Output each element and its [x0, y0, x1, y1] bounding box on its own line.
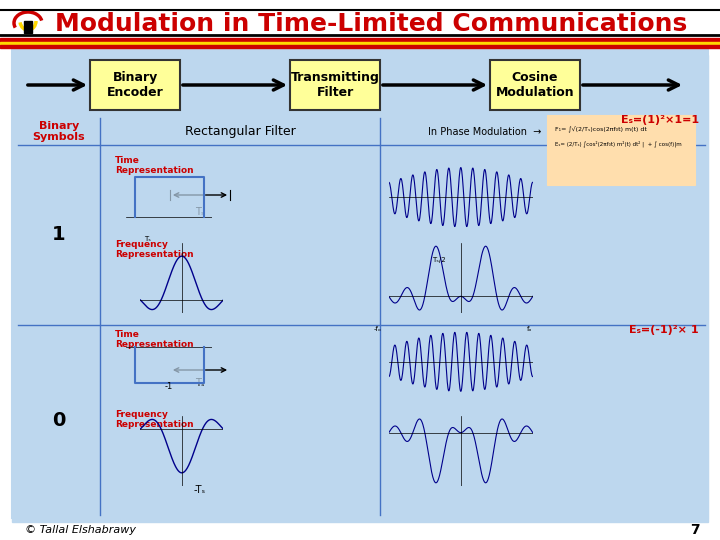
- Text: -Tₛ: -Tₛ: [194, 485, 206, 495]
- Bar: [18, 118, 705, 515]
- Text: Eₛ=(1)²×1=1: Eₛ=(1)²×1=1: [621, 115, 699, 125]
- Text: Tₛ: Tₛ: [145, 235, 151, 241]
- Bar: [0, 45, 720, 48]
- Text: Tₛ/2: Tₛ/2: [432, 257, 446, 263]
- Text: Transmitting
Filter: Transmitting Filter: [291, 71, 379, 99]
- FancyBboxPatch shape: [90, 60, 180, 110]
- Bar: [18, 118, 705, 145]
- Text: In Phase Modulation  →  s(t)=√(2/Tₛ)Cos(2π f₀t): In Phase Modulation → s(t)=√(2/Tₛ)Cos(2π…: [428, 126, 657, 137]
- Text: Frequency
Representation: Frequency Representation: [115, 240, 194, 259]
- Text: Binary
Symbols: Binary Symbols: [32, 121, 85, 143]
- Bar: [0, 38, 720, 42]
- Text: Modulation in Time-Limited Communications: Modulation in Time-Limited Communication…: [55, 12, 688, 36]
- Bar: [24, 21, 32, 33]
- Text: © Tallal Elshabrawy: © Tallal Elshabrawy: [25, 525, 136, 535]
- Bar: [18, 57, 704, 115]
- Bar: [12, 55, 708, 522]
- Bar: [547, 115, 695, 185]
- Text: Binary
Encoder: Binary Encoder: [107, 71, 163, 99]
- Text: Frequency
Representation: Frequency Representation: [115, 410, 194, 429]
- Text: Time
Representation: Time Representation: [115, 156, 194, 176]
- Text: Time
Representation: Time Representation: [115, 330, 194, 349]
- Text: 7: 7: [690, 523, 700, 537]
- Text: 1: 1: [52, 226, 66, 245]
- Text: Eₛ= (2/Tₛ) ∫cos²(2πf₀t) m²(t) dt² |  + ∫ cos(f)|m: Eₛ= (2/Tₛ) ∫cos²(2πf₀t) m²(t) dt² | + ∫ …: [555, 140, 682, 147]
- Text: 0: 0: [53, 410, 66, 429]
- Text: -1: -1: [165, 382, 174, 390]
- Text: Eₛ=(-1)²× 1: Eₛ=(-1)²× 1: [629, 325, 699, 335]
- Text: Tₛ: Tₛ: [195, 207, 204, 217]
- Text: Cosine
Modulation: Cosine Modulation: [495, 71, 575, 99]
- FancyBboxPatch shape: [290, 60, 380, 110]
- Text: -fₒ: -fₒ: [374, 326, 382, 332]
- FancyBboxPatch shape: [490, 60, 580, 110]
- Text: Rectangular Filter: Rectangular Filter: [184, 125, 295, 138]
- Bar: [12, 50, 708, 518]
- Text: Tₛ: Tₛ: [195, 378, 204, 388]
- Bar: [0, 42, 720, 45]
- Text: F₁= ∫√(2/Tₛ)cos(2πf₀t) m(t) dt: F₁= ∫√(2/Tₛ)cos(2πf₀t) m(t) dt: [555, 125, 647, 132]
- Text: fₒ: fₒ: [527, 326, 533, 332]
